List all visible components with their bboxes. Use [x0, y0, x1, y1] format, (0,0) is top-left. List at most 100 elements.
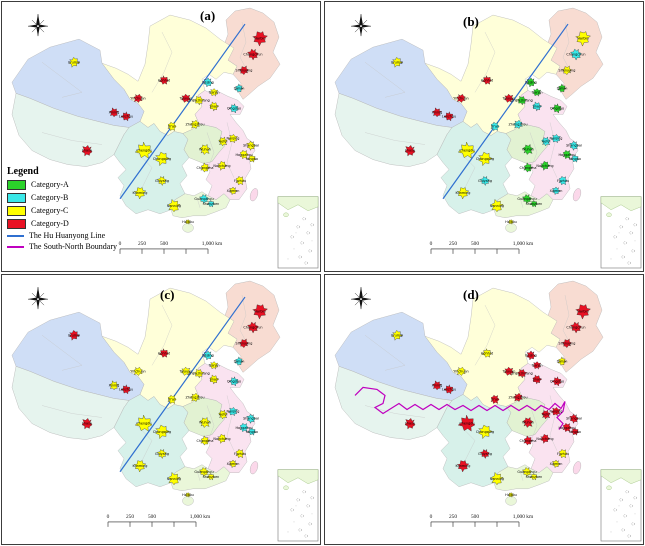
- city-chongqing: [155, 424, 170, 439]
- city-label-changsha: Changsha: [197, 166, 214, 170]
- city-label-tianjin: Tianjin: [207, 364, 219, 368]
- city-lhasa: [404, 418, 416, 430]
- city-label-urumqi: Urumqi: [68, 333, 80, 337]
- city-label-harbin: Harbin: [254, 309, 265, 313]
- city-label-hefei: Hefei: [219, 140, 228, 144]
- city-label-hangzhou: Hangzhou: [235, 426, 252, 430]
- svg-text:250: 250: [138, 241, 146, 247]
- city-label-hangzhou: Hangzhou: [558, 426, 575, 430]
- city-label-changchun: Changchun: [566, 52, 585, 56]
- city-label-yinchuan: Yinchuan: [130, 97, 145, 101]
- city-label-haikou: Haikou: [182, 493, 194, 497]
- city-label-shijiazhuang: Shijiazhuang: [188, 99, 210, 103]
- city-hangzhou: [239, 422, 249, 432]
- city-label-lanzhou: Lanzhou: [119, 115, 133, 119]
- city-label-shijiazhuang: Shijiazhuang: [511, 372, 533, 376]
- city-shenzhen: [206, 472, 215, 481]
- city-label-nanchang: Nanchang: [213, 164, 230, 168]
- city-taiyuan: [181, 93, 191, 103]
- svg-text:1,000 km: 1,000 km: [190, 514, 211, 520]
- hu-huanyong-line: [119, 296, 246, 473]
- city-guangzhou: [522, 194, 532, 204]
- city-xining: [109, 107, 119, 118]
- city-label-tianjin: Tianjin: [530, 364, 542, 368]
- city-label-hangzhou: Hangzhou: [558, 153, 575, 157]
- city-guiyang: [479, 448, 490, 459]
- city-changchun: [247, 321, 259, 334]
- city-label-jinan: Jinan: [532, 378, 541, 382]
- city-label-wuhan: Wuhan: [199, 148, 211, 152]
- svg-text:250: 250: [449, 514, 457, 520]
- city-chengdu: [457, 414, 476, 432]
- city-tianjin: [209, 88, 219, 97]
- city-kunming: [133, 460, 147, 473]
- city-label-beijing: Beijing: [525, 80, 537, 84]
- city-urumqi: [391, 57, 403, 68]
- city-zhengzhou: [513, 119, 523, 129]
- city-label-shenyang: Shenyang: [236, 341, 253, 345]
- city-haikou: [185, 219, 191, 225]
- city-label-xian: Xi'an: [491, 398, 499, 402]
- city-changchun: [570, 48, 582, 61]
- city-label-tianjin: Tianjin: [207, 91, 219, 95]
- city-hefei: [541, 409, 551, 420]
- city-chengdu: [457, 141, 476, 159]
- city-label-zhengzhou: Zhengzhou: [186, 123, 205, 127]
- city-fuzhou: [558, 449, 568, 459]
- city-jinan: [209, 101, 220, 112]
- city-haikou: [508, 492, 514, 498]
- city-label-shenzhen: Shenzhen: [526, 475, 543, 479]
- city-nanning: [168, 472, 181, 486]
- city-label-changsha: Changsha: [520, 439, 537, 443]
- city-xian: [167, 121, 177, 131]
- city-label-qingdao: Qingdao: [550, 107, 564, 111]
- city-label-hohhot: Hohhot: [481, 351, 494, 355]
- city-fuzhou: [235, 449, 245, 459]
- city-label-shanghai: Shanghai: [566, 144, 582, 148]
- city-urumqi: [68, 57, 80, 68]
- city-label-kunming: Kunming: [456, 464, 471, 468]
- legend-item-category-d: Category-D: [7, 219, 137, 229]
- city-label-haikou: Haikou: [505, 220, 517, 224]
- city-harbin: [252, 31, 268, 47]
- region-south_green: [493, 191, 554, 219]
- city-label-xining: Xining: [432, 111, 443, 115]
- city-nanning: [491, 199, 504, 213]
- city-hohhot: [158, 75, 169, 85]
- city-hangzhou: [562, 149, 572, 159]
- city-label-kunming: Kunming: [133, 464, 148, 468]
- city-guangzhou: [199, 194, 209, 204]
- city-label-urumqi: Urumqi: [68, 60, 80, 64]
- city-label-shanghai: Shanghai: [566, 417, 582, 421]
- city-label-shenyang: Shenyang: [559, 341, 576, 345]
- city-dalian: [557, 83, 567, 93]
- city-urumqi: [391, 330, 403, 341]
- city-label-guangzhou: Guangzhou: [517, 197, 536, 201]
- city-label-chengdu: Chengdu: [459, 422, 474, 426]
- city-label-urumqi: Urumqi: [391, 60, 403, 64]
- city-xining: [109, 380, 119, 391]
- hu-huanyong-line-swatch: [7, 235, 24, 237]
- city-label-nanchang: Nanchang: [213, 437, 230, 441]
- svg-text:500: 500: [471, 514, 479, 520]
- city-label-dalian: Dalian: [557, 87, 568, 91]
- city-urumqi: [68, 330, 80, 341]
- city-label-guangzhou: Guangzhou: [517, 470, 536, 474]
- city-label-nanjing: Nanjing: [550, 410, 563, 414]
- city-shenyang: [238, 338, 249, 348]
- panel-label-d: (d): [463, 287, 479, 302]
- city-label-lhasa: Lhasa: [82, 422, 92, 426]
- city-lhasa: [81, 418, 93, 430]
- city-nanning: [168, 199, 181, 213]
- city-shenyang: [561, 338, 572, 348]
- svg-text:500: 500: [471, 241, 479, 247]
- region-hainan: [505, 496, 517, 506]
- map-panel-b: Urumqi Lhasa Xining Lanzhou Yinchuan Hohhot Ha…: [324, 1, 644, 272]
- city-label-jinan: Jinan: [532, 105, 541, 109]
- city-shenyang: [238, 65, 249, 75]
- city-label-dalian: Dalian: [234, 87, 245, 91]
- compass-rose-icon: [28, 14, 48, 37]
- map-legend: Legend Category-A Category-B Category-C …: [7, 166, 137, 254]
- city-ningbo: [247, 427, 256, 436]
- city-changsha: [200, 435, 211, 446]
